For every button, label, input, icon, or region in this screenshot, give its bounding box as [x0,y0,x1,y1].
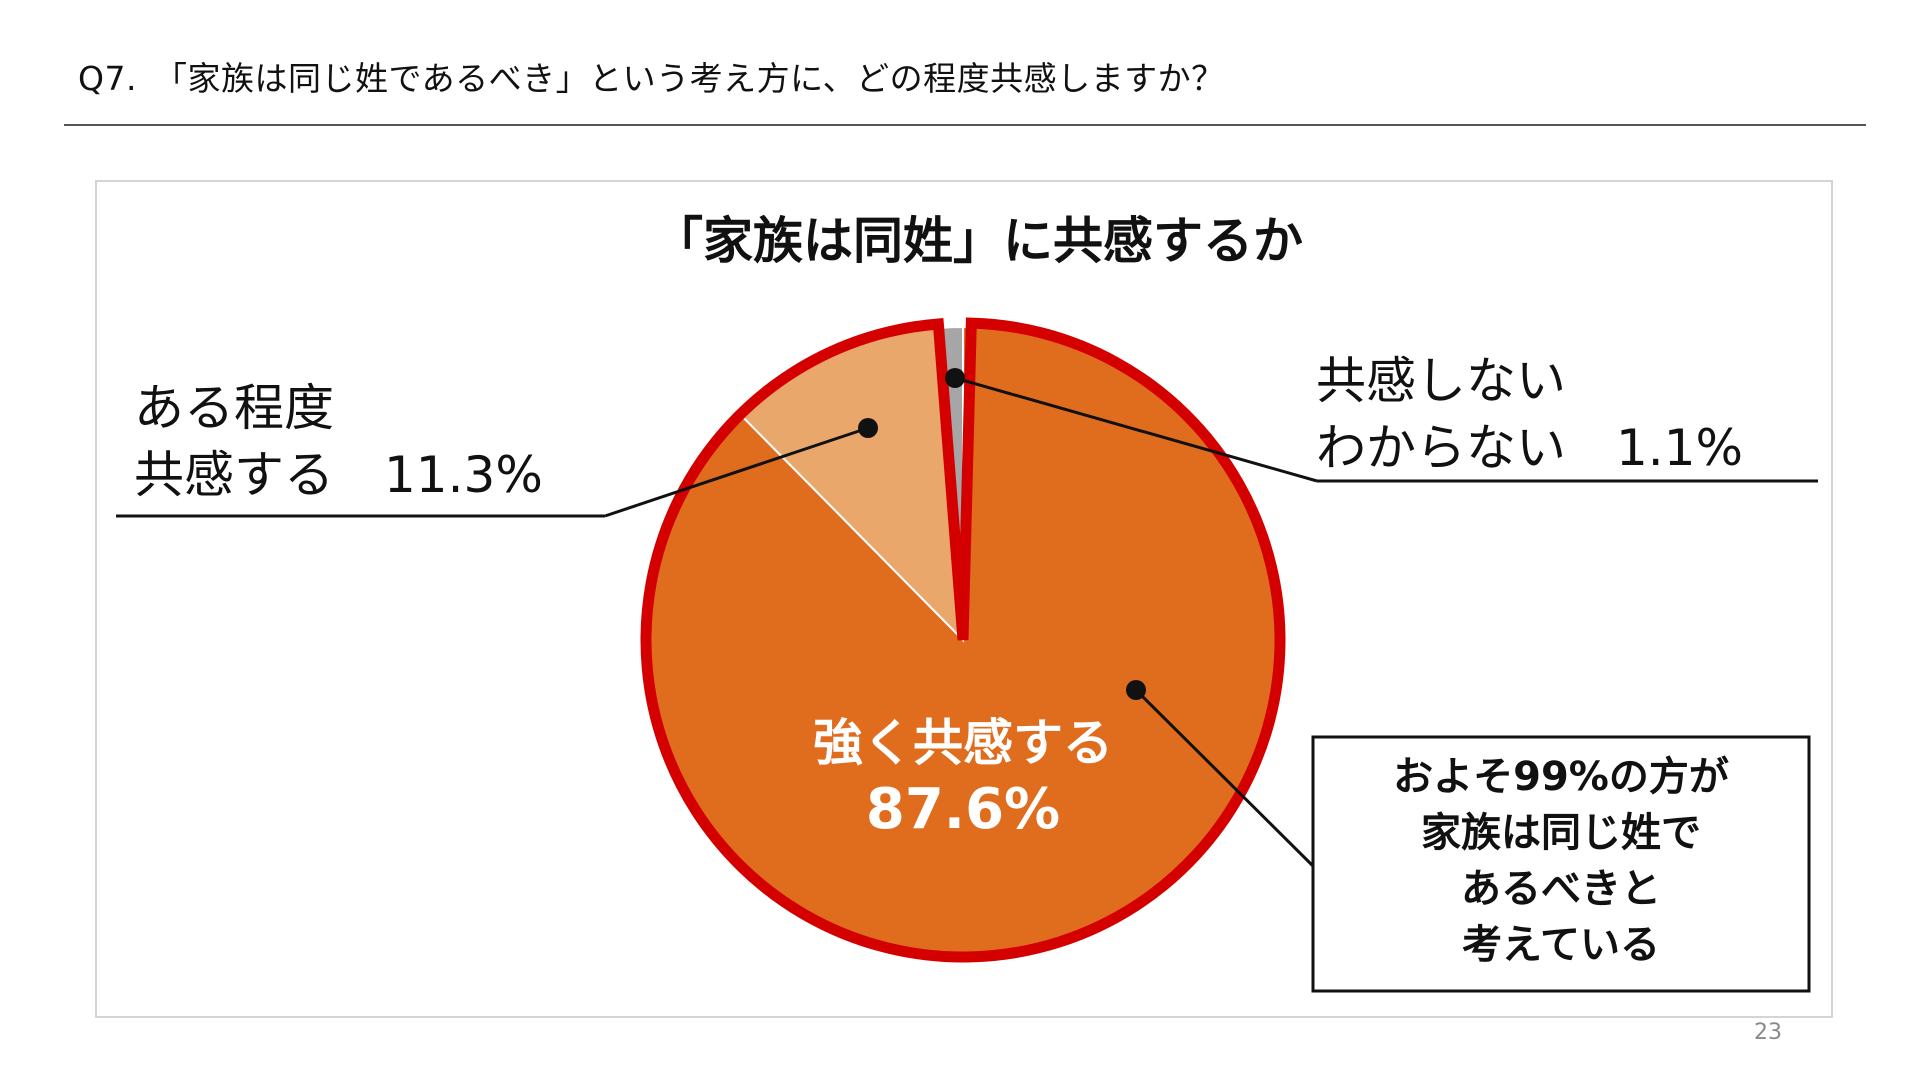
callout-line-2: 家族は同じ姓で [1421,810,1701,856]
slice-label-none-line2: わからない 1.1% [1316,419,1743,477]
leader-line-none [954,376,1318,483]
chart-title: 「家族は同姓」に共感するか [653,212,1303,270]
leader-dot-some [858,418,878,438]
slice-label-none-line1: 共感しない [1316,352,1566,410]
slice-label-strong-value: 87.6% [866,777,1060,842]
highlight-outline [640,317,1286,963]
slice-label-some-line1: ある程度 [134,379,334,437]
page-number: 23 [1754,1020,1782,1045]
callout-box [1311,735,1811,993]
leader-dot-strong [1126,680,1146,700]
leader-line-callout [1134,688,1315,868]
slice-label-some-line2: 共感する 11.3% [134,446,543,504]
callout-line-3: あるべきと [1461,866,1661,912]
question-divider [64,124,1866,126]
leader-line-some [604,426,869,518]
chart-frame [95,180,1833,1018]
question-text: Q7. 「家族は同じ姓であるべき」という考え方に、どの程度共感しますか？ [78,59,1225,98]
slice-label-strong-name: 強く共感する [813,714,1113,772]
callout-line-1: およそ99%の方が [1393,754,1729,800]
leader-dot-none [945,368,965,388]
callout-line-4: 考えている [1462,922,1660,968]
